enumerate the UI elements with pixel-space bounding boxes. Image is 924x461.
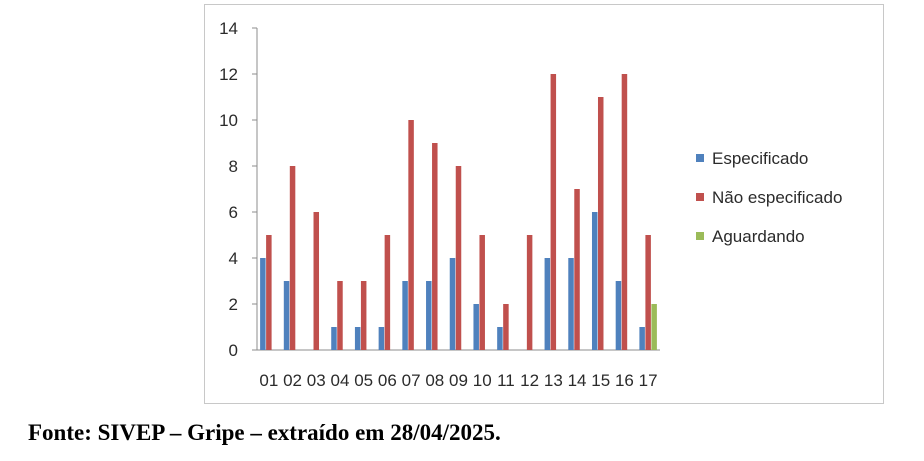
- y-tick-label: 2: [229, 295, 238, 314]
- bar-n-o-especificado-07: [408, 120, 414, 350]
- x-tick-label: 10: [473, 371, 492, 390]
- bar-n-o-especificado-15: [597, 97, 604, 350]
- x-tick-label: 06: [378, 371, 397, 390]
- x-tick-label: 17: [639, 371, 658, 390]
- bar-especificado-06: [378, 327, 385, 350]
- x-tick-label: 09: [449, 371, 468, 390]
- bar-n-o-especificado-16: [621, 74, 628, 350]
- bar-n-o-especificado-04: [337, 281, 343, 350]
- y-tick-label: 10: [219, 111, 238, 130]
- bar-especificado-16: [615, 281, 622, 350]
- bar-especificado-15: [591, 212, 598, 350]
- bar-especificado-17: [639, 327, 645, 350]
- bar-especificado-07: [402, 281, 408, 350]
- bar-n-o-especificado-05: [360, 281, 367, 350]
- x-tick-label: 08: [425, 371, 444, 390]
- source-note: Fonte: SIVEP – Gripe – extraído em 28/04…: [28, 420, 501, 445]
- x-tick-label: 15: [591, 371, 610, 390]
- bar-n-o-especificado-10: [479, 235, 485, 350]
- bar-especificado-02: [283, 281, 290, 350]
- x-tick-label: 13: [544, 371, 563, 390]
- bar-n-o-especificado-02: [289, 166, 296, 350]
- y-tick-label: 12: [219, 65, 238, 84]
- y-tick-label: 6: [229, 203, 238, 222]
- x-tick-label: 03: [307, 371, 326, 390]
- bar-n-o-especificado-13: [550, 74, 557, 350]
- legend-label: Especificado: [712, 149, 808, 168]
- y-tick-label: 8: [229, 157, 238, 176]
- bar-n-o-especificado-06: [384, 235, 391, 350]
- bar-especificado-01: [260, 258, 266, 350]
- x-tick-label: 12: [520, 371, 539, 390]
- x-tick-label: 16: [615, 371, 634, 390]
- x-tick-label: 04: [331, 371, 350, 390]
- x-tick-label: 07: [402, 371, 421, 390]
- bar-n-o-especificado-12: [526, 235, 533, 350]
- x-tick-label: 14: [568, 371, 587, 390]
- legend-label: Não especificado: [712, 188, 842, 207]
- bar-n-o-especificado-09: [455, 166, 462, 350]
- bar-n-o-especificado-11: [503, 304, 509, 350]
- bar-especificado-13: [544, 258, 551, 350]
- legend-swatch: [696, 193, 704, 201]
- bar-n-o-especificado-01: [266, 235, 272, 350]
- bar-n-o-especificado-08: [432, 143, 438, 350]
- legend-swatch: [696, 232, 704, 240]
- bar-especificado-11: [497, 327, 503, 350]
- x-tick-label: 02: [283, 371, 302, 390]
- bar-especificado-04: [331, 327, 337, 350]
- bar-n-o-especificado-14: [574, 189, 580, 350]
- bar-aguardando-17: [651, 304, 657, 350]
- bar-n-o-especificado-03: [313, 212, 320, 350]
- bar-especificado-10: [473, 304, 479, 350]
- bar-especificado-14: [568, 258, 574, 350]
- bar-especificado-05: [354, 327, 361, 350]
- legend-label: Aguardando: [712, 227, 805, 246]
- y-tick-label: 14: [219, 19, 238, 38]
- x-tick-label: 05: [354, 371, 373, 390]
- x-tick-label: 11: [497, 371, 515, 390]
- legend-swatch: [696, 154, 704, 162]
- bar-especificado-09: [449, 258, 456, 350]
- bar-especificado-08: [426, 281, 432, 350]
- bar-n-o-especificado-17: [645, 235, 651, 350]
- y-tick-label: 0: [229, 341, 238, 360]
- x-tick-label: 01: [259, 371, 278, 390]
- y-tick-label: 4: [229, 249, 238, 268]
